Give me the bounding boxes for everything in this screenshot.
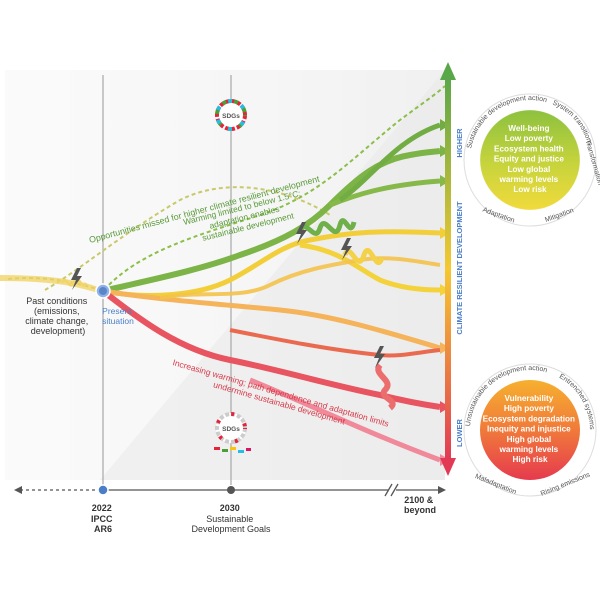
sdgs-label-top: SDGs [222,113,240,120]
low-resilience-circle [463,363,597,497]
green-pathway-branch [329,178,441,208]
timeline-arrow-left [14,486,22,494]
present-situation-core [99,287,107,295]
sdg-wheel-top [215,99,247,131]
red-pathway [101,288,441,410]
tick-2030-dot [227,486,235,494]
past-conditions-label: Past conditions (emissions, climate chan… [25,296,91,336]
past-dashed-path [44,186,331,291]
axis-higher-label: HIGHER [455,128,464,158]
axis-arrow-up [440,62,456,80]
red-squiggle [375,363,396,411]
lightning-icon-past [71,268,82,290]
high-resilience-circle [463,93,597,227]
timeline-arrow-right [438,486,446,494]
green-pathway [102,148,441,294]
yellow-lower-pathway [299,242,441,293]
axis-lower-label: LOWER [455,418,464,446]
resilience-axis-bar [445,78,451,460]
tick-2022-dot [97,484,109,496]
yellow-orange-pathway [159,256,441,300]
orange-pathway [102,288,441,351]
present-situation-label: Present situation [102,306,134,326]
lightning-icon-yellow [341,238,352,260]
yellow-squiggle [342,247,385,266]
timeline-break-2 [390,483,399,497]
axis-title: CLIMATE RESILIENT DEVELOPMENT [455,201,464,335]
background-shade [100,70,445,480]
tick-2022-label: 2022 IPCC AR6 [91,503,115,534]
tick-2030-label: 2030 Sustainable Development Goals [191,503,271,534]
tick-2100-label: 2100 & beyond [404,495,436,515]
low-circle-items: Vulnerability High poverty Ecosystem deg… [483,394,578,464]
sdgs-label-bottom: SDGs [222,426,240,433]
past-squiggle [60,277,88,287]
green-squiggle [297,218,357,236]
lightning-icon-red [374,346,385,368]
opportunities-missed-path [7,85,446,293]
sdg-wheel-bottom [215,412,247,444]
red-bottom-pathway [249,377,441,463]
high-circle-items: Well-being Low poverty Ecosystem health … [494,124,566,194]
red-orange-pathway [229,328,441,358]
axis-arrow-down [440,458,456,476]
sdg-fallen-pieces [214,447,251,453]
green-top-pathway [338,122,441,203]
lightning-icon-green [296,222,307,244]
timeline-break-1 [384,483,393,497]
